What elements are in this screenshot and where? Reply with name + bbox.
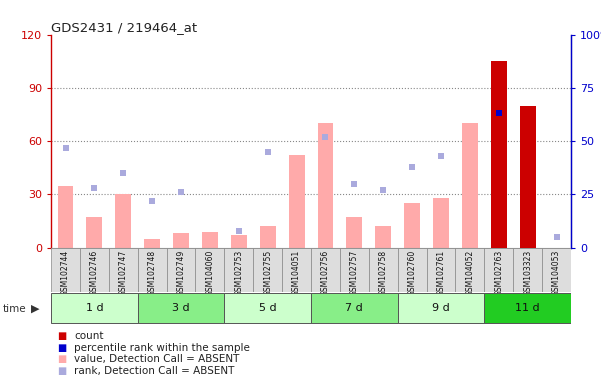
Bar <box>58 185 73 248</box>
Bar <box>369 248 398 292</box>
Text: GSM104053: GSM104053 <box>552 250 561 296</box>
Text: GSM102749: GSM102749 <box>177 250 186 296</box>
Bar <box>462 123 478 248</box>
Text: GDS2431 / 219464_at: GDS2431 / 219464_at <box>51 21 197 34</box>
Bar <box>51 248 80 292</box>
Text: GSM104060: GSM104060 <box>206 250 215 296</box>
Bar <box>202 232 218 248</box>
Text: GSM102748: GSM102748 <box>148 250 157 296</box>
Bar <box>260 227 276 248</box>
Bar <box>404 203 420 248</box>
Bar <box>115 194 131 248</box>
Bar <box>109 248 138 292</box>
Text: GSM103323: GSM103323 <box>523 250 532 296</box>
Text: ■: ■ <box>57 343 66 353</box>
Text: GSM102758: GSM102758 <box>379 250 388 296</box>
Text: GSM104052: GSM104052 <box>465 250 474 296</box>
Bar <box>346 217 362 248</box>
Bar <box>484 248 513 292</box>
Text: GSM102763: GSM102763 <box>494 250 503 296</box>
Text: 7 d: 7 d <box>346 303 363 313</box>
Text: time: time <box>3 304 26 314</box>
Text: 9 d: 9 d <box>432 303 450 313</box>
Text: percentile rank within the sample: percentile rank within the sample <box>74 343 250 353</box>
Text: GSM102755: GSM102755 <box>263 250 272 296</box>
Bar <box>484 293 571 323</box>
Bar <box>195 248 224 292</box>
Bar <box>253 248 282 292</box>
Bar <box>231 235 247 248</box>
Text: rank, Detection Call = ABSENT: rank, Detection Call = ABSENT <box>74 366 234 376</box>
Text: value, Detection Call = ABSENT: value, Detection Call = ABSENT <box>74 354 239 364</box>
Bar <box>144 239 160 248</box>
Bar <box>520 106 535 248</box>
Text: 3 d: 3 d <box>172 303 190 313</box>
Text: ■: ■ <box>57 331 66 341</box>
Text: GSM102747: GSM102747 <box>119 250 128 296</box>
Text: ■: ■ <box>57 366 66 376</box>
Bar <box>398 293 484 323</box>
Bar <box>51 293 138 323</box>
Text: count: count <box>74 331 103 341</box>
Text: 1 d: 1 d <box>85 303 103 313</box>
Text: GSM102756: GSM102756 <box>321 250 330 296</box>
Bar <box>224 293 311 323</box>
Bar <box>398 248 427 292</box>
Text: 5 d: 5 d <box>259 303 276 313</box>
Bar <box>340 248 369 292</box>
Bar <box>80 248 109 292</box>
Bar <box>282 248 311 292</box>
Bar <box>173 233 189 248</box>
Bar <box>311 293 398 323</box>
Bar <box>433 198 449 248</box>
Bar <box>491 61 507 248</box>
Bar <box>375 227 391 248</box>
Bar <box>456 248 484 292</box>
Bar <box>427 248 456 292</box>
Text: GSM102753: GSM102753 <box>234 250 243 296</box>
Text: GSM104051: GSM104051 <box>292 250 301 296</box>
Bar <box>311 248 340 292</box>
Bar <box>224 248 253 292</box>
Text: GSM102760: GSM102760 <box>407 250 416 296</box>
Bar <box>288 156 305 248</box>
Bar <box>138 293 224 323</box>
Bar <box>166 248 195 292</box>
Text: GSM102744: GSM102744 <box>61 250 70 296</box>
Bar <box>520 106 535 248</box>
Text: GSM102746: GSM102746 <box>90 250 99 296</box>
Bar <box>542 248 571 292</box>
Text: GSM102757: GSM102757 <box>350 250 359 296</box>
Text: GSM102761: GSM102761 <box>436 250 445 296</box>
Bar <box>513 248 542 292</box>
Text: 11 d: 11 d <box>515 303 540 313</box>
Bar <box>138 248 166 292</box>
Text: ▶: ▶ <box>31 304 39 314</box>
Text: ■: ■ <box>57 354 66 364</box>
Bar <box>87 217 102 248</box>
Bar <box>317 123 334 248</box>
